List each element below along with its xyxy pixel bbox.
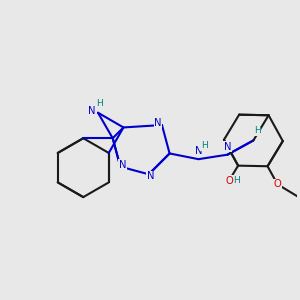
Text: N: N: [195, 146, 202, 156]
Text: O: O: [274, 179, 281, 189]
Text: N: N: [154, 118, 162, 128]
Text: N: N: [147, 171, 154, 181]
Text: N: N: [224, 142, 231, 152]
Text: H: H: [233, 176, 240, 185]
Text: H: H: [254, 126, 261, 135]
Text: H: H: [201, 141, 208, 150]
Text: N: N: [118, 160, 126, 170]
Text: H: H: [97, 99, 103, 108]
Text: N: N: [88, 106, 96, 116]
Text: O: O: [225, 176, 233, 186]
